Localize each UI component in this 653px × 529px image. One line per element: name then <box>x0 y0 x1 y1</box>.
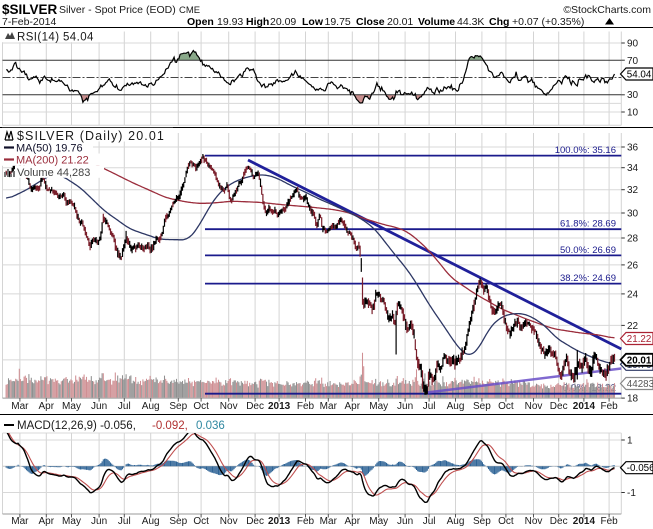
svg-text:Jun: Jun <box>397 516 413 527</box>
svg-text:Sep: Sep <box>169 516 187 527</box>
svg-text:70: 70 <box>627 56 639 67</box>
svg-text:Jun: Jun <box>397 401 413 412</box>
svg-text:Mar: Mar <box>11 401 29 412</box>
svg-text:22: 22 <box>627 321 639 332</box>
svg-text:90: 90 <box>627 39 639 50</box>
svg-text:19.75: 19.75 <box>325 16 351 28</box>
svg-text:Dec: Dec <box>550 401 568 412</box>
svg-text:50.0%: 26.69: 50.0%: 26.69 <box>560 245 616 256</box>
svg-text:Feb: Feb <box>600 516 618 527</box>
svg-text:Feb: Feb <box>600 401 618 412</box>
svg-text:0.036: 0.036 <box>196 420 225 432</box>
svg-text:44.3K: 44.3K <box>457 16 484 28</box>
svg-text:100.0%: 35.16: 100.0%: 35.16 <box>555 145 616 156</box>
svg-text:Feb: Feb <box>297 401 315 412</box>
svg-text:2013: 2013 <box>268 401 291 412</box>
svg-text:High: High <box>246 16 269 28</box>
svg-text:32: 32 <box>627 185 639 196</box>
svg-text:7-Feb-2014: 7-Feb-2014 <box>2 16 56 28</box>
svg-text:Oct: Oct <box>193 516 209 527</box>
svg-text:Feb: Feb <box>297 516 315 527</box>
svg-text:Sep: Sep <box>473 401 491 412</box>
svg-text:Volume: Volume <box>418 16 455 28</box>
svg-text:Jun: Jun <box>91 516 107 527</box>
svg-text:May: May <box>62 516 81 527</box>
svg-text:20.01: 20.01 <box>627 355 652 366</box>
svg-text:30: 30 <box>627 209 639 220</box>
svg-text:Jul: Jul <box>423 516 436 527</box>
svg-text:©StockCharts.com: ©StockCharts.com <box>563 4 651 16</box>
svg-text:30: 30 <box>627 90 639 101</box>
svg-text:20.01: 20.01 <box>387 16 413 28</box>
svg-text:Apr: Apr <box>345 401 361 412</box>
svg-text:Volume 44,283: Volume 44,283 <box>17 167 90 179</box>
svg-text:Dec: Dec <box>246 516 264 527</box>
svg-text:Chg: Chg <box>489 16 509 28</box>
svg-text:Dec: Dec <box>550 516 568 527</box>
svg-text:Nov: Nov <box>220 401 238 412</box>
svg-text:61.8%: 28.69: 61.8%: 28.69 <box>560 219 616 230</box>
svg-text:2014: 2014 <box>573 516 596 527</box>
svg-text:Jul: Jul <box>423 401 436 412</box>
svg-text:CME: CME <box>179 5 200 16</box>
svg-text:Aug: Aug <box>142 401 160 412</box>
svg-text:$SILVER (Daily) 20.01: $SILVER (Daily) 20.01 <box>17 129 165 143</box>
svg-text:Dec: Dec <box>246 401 264 412</box>
svg-text:2013: 2013 <box>268 516 291 527</box>
svg-text:Low: Low <box>302 16 324 28</box>
svg-text:Sep: Sep <box>169 401 187 412</box>
svg-text:-1: -1 <box>627 488 636 499</box>
svg-text:Silver - Spot Price (EOD): Silver - Spot Price (EOD) <box>59 4 176 16</box>
svg-text:MA(200) 21.22: MA(200) 21.22 <box>16 155 89 167</box>
svg-text:Nov: Nov <box>220 516 238 527</box>
svg-text:38.2%: 24.69: 38.2%: 24.69 <box>560 273 616 284</box>
svg-text:Mar: Mar <box>11 516 29 527</box>
svg-text:10: 10 <box>627 108 639 119</box>
svg-text:$SILVER: $SILVER <box>2 2 58 17</box>
svg-text:19.93: 19.93 <box>217 16 243 28</box>
svg-text:1: 1 <box>627 436 633 447</box>
svg-text:-0.056: -0.056 <box>627 463 653 474</box>
svg-text:May: May <box>369 401 388 412</box>
svg-text:May: May <box>62 401 81 412</box>
svg-text:24: 24 <box>627 289 639 300</box>
svg-text:Aug: Aug <box>142 516 160 527</box>
svg-text:Oct: Oct <box>498 401 514 412</box>
svg-text:28: 28 <box>627 234 639 245</box>
svg-text:Close: Close <box>356 16 385 28</box>
svg-text:54.04: 54.04 <box>627 70 652 81</box>
svg-text:44283: 44283 <box>627 379 653 390</box>
svg-text:Oct: Oct <box>498 516 514 527</box>
svg-text:Jul: Jul <box>118 516 131 527</box>
svg-text:Mar: Mar <box>320 401 338 412</box>
svg-text:21.22: 21.22 <box>627 334 652 345</box>
svg-text:Jul: Jul <box>118 401 131 412</box>
svg-text:2014: 2014 <box>573 401 596 412</box>
svg-text:Apr: Apr <box>39 401 55 412</box>
svg-text:Mar: Mar <box>320 516 338 527</box>
svg-text:34: 34 <box>627 163 639 174</box>
svg-text:MA(50) 19.76: MA(50) 19.76 <box>16 143 83 155</box>
svg-text:Open: Open <box>187 16 214 28</box>
svg-text:Oct: Oct <box>193 401 209 412</box>
svg-text:Apr: Apr <box>39 516 55 527</box>
svg-text:-0.092,: -0.092, <box>152 420 188 432</box>
svg-text:Apr: Apr <box>345 516 361 527</box>
svg-text:26: 26 <box>627 260 639 271</box>
svg-text:18: 18 <box>627 394 639 405</box>
svg-text:36: 36 <box>627 143 639 154</box>
svg-text:RSI(14) 54.04: RSI(14) 54.04 <box>17 32 94 44</box>
svg-text:May: May <box>369 516 388 527</box>
svg-text:Aug: Aug <box>447 516 465 527</box>
svg-text:Sep: Sep <box>473 516 491 527</box>
svg-text:Nov: Nov <box>525 401 543 412</box>
svg-text:Nov: Nov <box>525 516 543 527</box>
svg-text:Aug: Aug <box>447 401 465 412</box>
svg-text:MACD(12,26,9) -0.056,: MACD(12,26,9) -0.056, <box>17 420 136 432</box>
svg-text:Jun: Jun <box>91 401 107 412</box>
svg-text:+0.07 (+0.35%): +0.07 (+0.35%) <box>512 16 584 28</box>
svg-text:20.09: 20.09 <box>270 16 296 28</box>
